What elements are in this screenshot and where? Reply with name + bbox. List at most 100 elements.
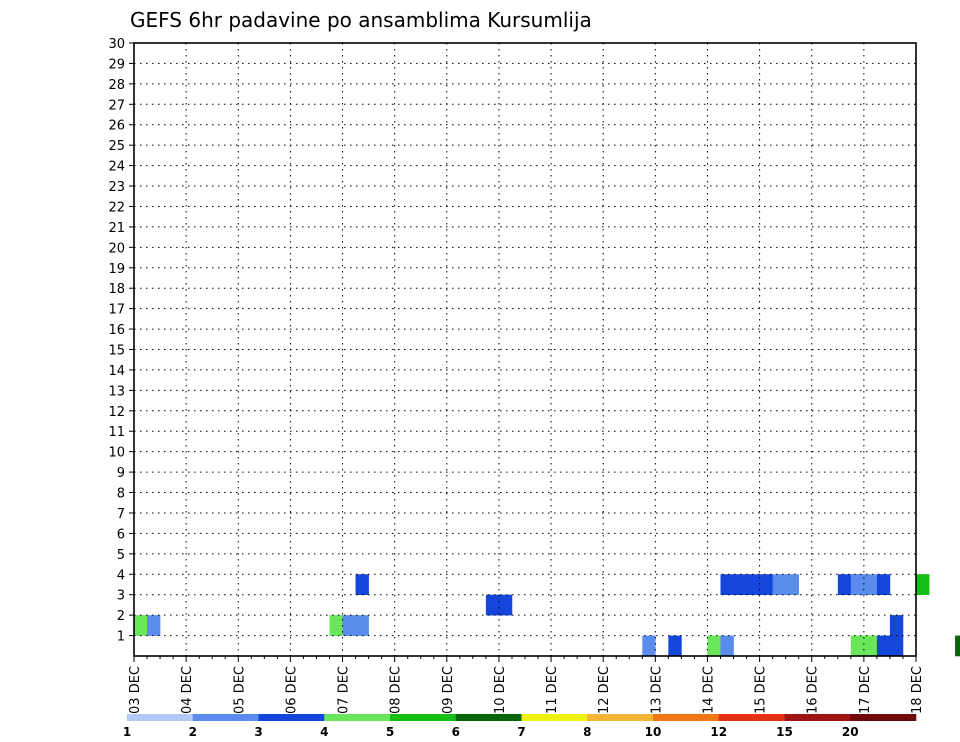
x-tick-label: 03 DEC (128, 666, 143, 714)
legend-label: 3 (254, 725, 262, 739)
y-tick-label: 14 (108, 364, 125, 379)
data-cell (746, 574, 760, 595)
chart-title: GEFS 6hr padavine po ansamblima Kursumli… (130, 8, 592, 32)
y-tick-label: 16 (108, 323, 125, 338)
x-axis-ticks: 03 DEC 04 DEC 05 DEC 06 DEC 07 DEC 08 DEC 09 D… (128, 656, 925, 714)
x-tick-label: 14 DEC (701, 666, 716, 714)
y-tick-label: 12 (108, 405, 125, 420)
y-tick-label: 27 (108, 98, 125, 113)
data-cell (863, 635, 878, 657)
x-tick-label: 09 DEC (441, 666, 456, 714)
data-cell (355, 615, 369, 636)
legend-swatch (324, 714, 391, 721)
y-tick-label: 1 (117, 630, 125, 645)
x-tick-label: 16 DEC (806, 666, 821, 714)
y-tick-label: 8 (117, 487, 125, 502)
y-tick-label: 2 (117, 609, 125, 624)
y-tick-label: 19 (108, 262, 125, 277)
data-cell (485, 594, 500, 616)
legend-swatch (718, 714, 785, 721)
legend-swatch (455, 714, 522, 721)
data-cell (355, 574, 369, 595)
x-tick-label: 11 DEC (545, 666, 560, 714)
y-tick-label: 17 (108, 303, 125, 318)
legend-swatch (521, 714, 588, 721)
data-cell (147, 615, 161, 636)
data-cell (733, 574, 747, 595)
y-tick-label: 30 (108, 37, 125, 52)
y-tick-label: 18 (108, 282, 125, 297)
data-cell (785, 574, 799, 595)
y-axis-ticks: 1234567891011121314151617181920212223242… (108, 37, 134, 645)
y-tick-label: 24 (108, 160, 125, 175)
x-tick-label: 08 DEC (389, 666, 404, 714)
legend-label: 12 (710, 725, 727, 739)
data-cells (134, 574, 960, 657)
legend-label: 7 (517, 725, 525, 739)
x-tick-label: 06 DEC (284, 666, 299, 714)
y-tick-label: 15 (108, 344, 125, 359)
y-tick-label: 11 (108, 425, 125, 440)
legend-swatch (587, 714, 654, 721)
data-cell (876, 635, 891, 657)
y-tick-label: 29 (108, 57, 125, 72)
legend-label: 4 (320, 725, 328, 739)
y-tick-label: 21 (108, 221, 125, 236)
x-tick-label: 17 DEC (858, 666, 873, 714)
legend-label: 2 (189, 725, 197, 739)
data-cell (889, 635, 904, 657)
x-tick-label: 05 DEC (232, 666, 247, 714)
x-tick-label: 07 DEC (337, 666, 352, 714)
legend-label: 6 (452, 725, 460, 739)
y-tick-label: 7 (117, 507, 125, 522)
data-cell (720, 635, 734, 657)
data-cell (720, 574, 734, 595)
legend-label: 20 (842, 725, 859, 739)
color-legend: 1 2 3 4 5 6 7 8 10 12 15 20 (123, 714, 917, 739)
y-tick-label: 23 (108, 180, 125, 195)
data-cell (498, 594, 513, 616)
data-cell (772, 574, 786, 595)
data-cell (850, 574, 865, 595)
data-cell (134, 615, 148, 636)
y-tick-label: 25 (108, 139, 125, 154)
data-cell (889, 615, 904, 636)
data-cell (837, 574, 852, 595)
y-tick-label: 5 (117, 548, 125, 563)
x-tick-label: 18 DEC (910, 666, 925, 714)
data-cell (342, 615, 356, 636)
data-cell (707, 635, 721, 657)
x-tick-label: 04 DEC (180, 666, 195, 714)
legend-swatch (653, 714, 720, 721)
x-tick-label: 12 DEC (597, 666, 612, 714)
data-cell (850, 635, 865, 657)
grid-lines (134, 43, 916, 656)
y-tick-label: 26 (108, 119, 125, 134)
data-cell (668, 635, 682, 657)
data-cell (876, 574, 891, 595)
legend-label: 1 (123, 725, 131, 739)
legend-swatch (850, 714, 917, 721)
legend-label: 5 (386, 725, 394, 739)
data-cell (759, 574, 773, 595)
data-cell (642, 635, 656, 657)
legend-swatch (390, 714, 457, 721)
x-tick-label: 10 DEC (493, 666, 508, 714)
legend-label: 10 (645, 725, 662, 739)
legend-swatch (258, 714, 325, 721)
legend-swatch (784, 714, 851, 721)
y-tick-label: 22 (108, 200, 125, 215)
y-tick-label: 13 (108, 384, 125, 399)
legend-swatch (192, 714, 259, 721)
legend-label: 8 (583, 725, 591, 739)
y-tick-label: 10 (108, 446, 125, 461)
data-cell (329, 615, 343, 636)
y-tick-label: 6 (117, 527, 125, 542)
y-tick-label: 28 (108, 78, 125, 93)
y-tick-label: 4 (117, 568, 125, 583)
data-cell (955, 635, 960, 657)
y-tick-label: 9 (117, 466, 125, 481)
data-cell (916, 574, 930, 595)
x-tick-label: 13 DEC (649, 666, 664, 714)
